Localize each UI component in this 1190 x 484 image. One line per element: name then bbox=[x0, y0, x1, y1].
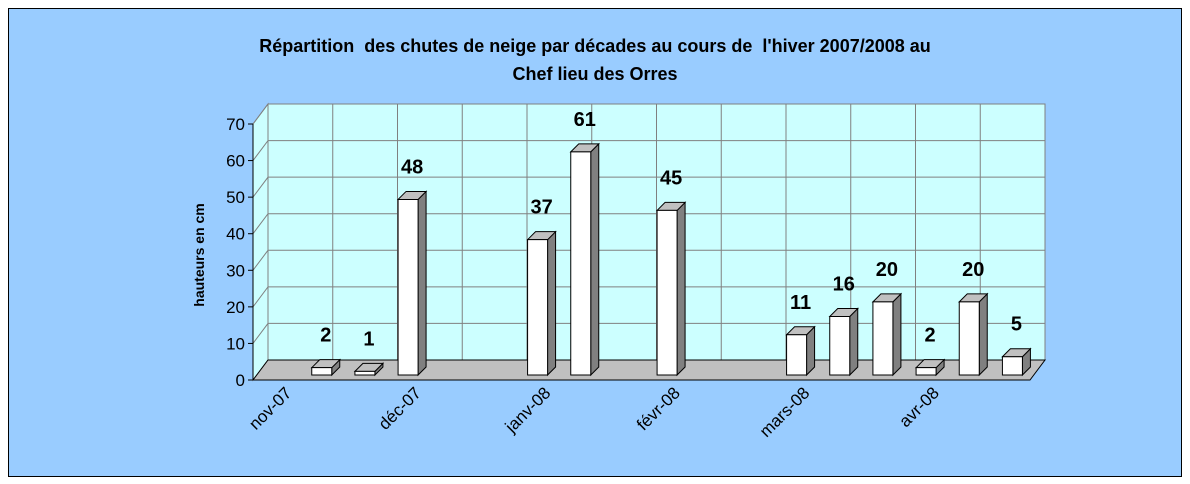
bar-side bbox=[590, 142, 600, 377]
data-label: 11 bbox=[790, 292, 811, 314]
bar-front bbox=[829, 315, 851, 376]
bar-front bbox=[354, 370, 376, 376]
bar-side bbox=[417, 190, 427, 377]
grid-line bbox=[252, 213, 1045, 235]
data-label: 16 bbox=[833, 273, 855, 295]
y-tick-label: 70 bbox=[226, 115, 245, 134]
bar bbox=[871, 292, 903, 377]
side-wall bbox=[252, 102, 269, 382]
bar-front bbox=[1001, 356, 1023, 376]
bar-side bbox=[978, 292, 988, 377]
bar-side bbox=[547, 230, 557, 377]
bar-front bbox=[915, 367, 937, 376]
data-label: 2 bbox=[925, 325, 936, 347]
bar-front bbox=[311, 367, 333, 376]
bar bbox=[396, 190, 428, 377]
bar bbox=[958, 292, 989, 377]
data-label: 5 bbox=[1011, 314, 1022, 336]
grid-line bbox=[252, 322, 1045, 344]
bar bbox=[526, 230, 557, 377]
data-label: 37 bbox=[530, 197, 552, 219]
bar bbox=[914, 358, 946, 377]
bar-front bbox=[786, 334, 808, 376]
grid-line bbox=[252, 140, 1045, 161]
data-label: 20 bbox=[876, 259, 898, 281]
y-tick-label: 0 bbox=[236, 371, 245, 390]
bar bbox=[1001, 347, 1032, 377]
data-label: 2 bbox=[320, 325, 331, 347]
y-tick-label: 30 bbox=[226, 261, 245, 280]
bar bbox=[353, 362, 385, 377]
data-label: 48 bbox=[401, 156, 423, 178]
data-label: 20 bbox=[962, 259, 984, 281]
bar-side bbox=[892, 292, 902, 377]
data-label: 61 bbox=[574, 109, 596, 131]
y-tick-label: 10 bbox=[226, 334, 245, 353]
bar-front bbox=[397, 198, 419, 376]
grid-line bbox=[252, 103, 1045, 125]
bar bbox=[569, 142, 600, 377]
y-tick-label: 50 bbox=[226, 188, 245, 207]
grid-line bbox=[252, 249, 1045, 271]
bar bbox=[655, 201, 687, 377]
data-label: 1 bbox=[363, 328, 374, 350]
data-label: 45 bbox=[660, 167, 682, 189]
bar bbox=[785, 325, 816, 377]
bar-front bbox=[570, 151, 592, 376]
grid-line bbox=[252, 176, 1045, 198]
y-tick-label: 20 bbox=[226, 298, 245, 317]
grid-line bbox=[252, 286, 1045, 308]
bar-front bbox=[527, 239, 549, 376]
y-axis-title: hauteurs en cm bbox=[191, 203, 207, 306]
bar-front bbox=[958, 301, 980, 376]
bar-side bbox=[676, 201, 686, 377]
chart-title: Chef lieu des Orres bbox=[512, 64, 677, 84]
bar-side bbox=[849, 307, 859, 377]
chart-title: Répartition des chutes de neige par déca… bbox=[259, 36, 931, 56]
y-tick-label: 60 bbox=[226, 152, 245, 171]
bar-front bbox=[656, 209, 678, 376]
bar bbox=[828, 307, 859, 377]
bar-front bbox=[872, 301, 894, 376]
bar bbox=[310, 358, 341, 377]
y-tick-label: 40 bbox=[226, 225, 245, 244]
